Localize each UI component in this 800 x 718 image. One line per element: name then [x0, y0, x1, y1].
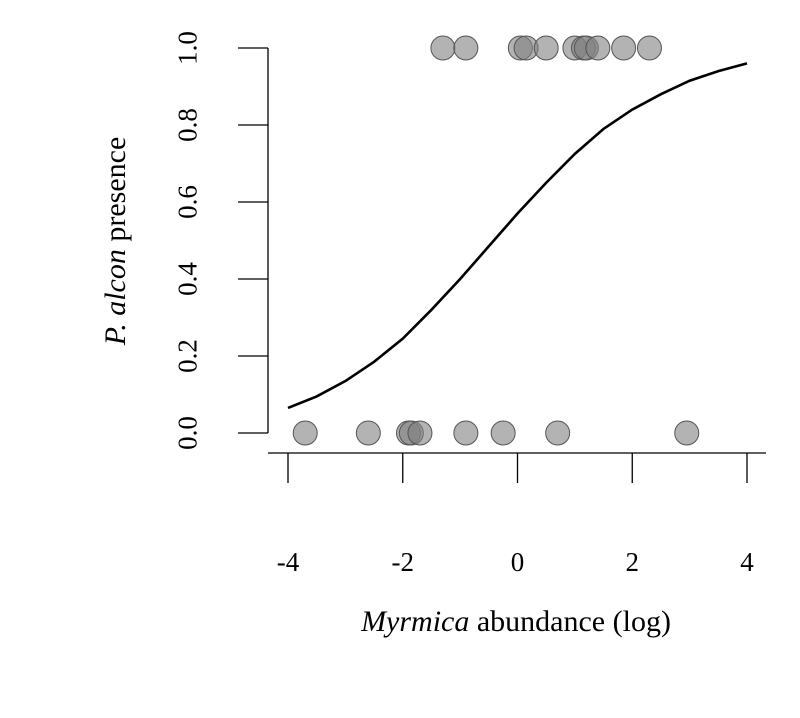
y-tick-label: 0.2	[172, 339, 202, 373]
fit-curve	[287, 62, 748, 410]
y-axis-title: P. alcon presence	[99, 137, 132, 347]
y-tick-label: 0.0	[172, 416, 202, 450]
data-point	[545, 420, 571, 446]
x-axis-title-italic: Myrmica	[360, 605, 469, 638]
y-tick-label: 1.0	[172, 31, 202, 65]
x-tick-label: 4	[740, 547, 754, 577]
fit-curve-layer	[287, 62, 748, 410]
data-point	[611, 35, 637, 61]
data-point	[355, 420, 381, 446]
x-axis-title: Myrmica abundance (log)	[360, 605, 671, 638]
data-point	[453, 35, 479, 61]
data-point	[585, 35, 611, 61]
data-point	[407, 420, 433, 446]
data-point	[292, 420, 318, 446]
y-tick-label: 0.8	[172, 108, 202, 142]
data-point	[533, 35, 559, 61]
x-axis-title-rest: abundance (log)	[469, 605, 671, 638]
y-tick-label: 0.4	[172, 262, 202, 296]
y-axis-title-italic: P. alcon	[99, 249, 132, 346]
x-tick-label: 2	[626, 547, 640, 577]
y-tick-label: 0.6	[172, 185, 202, 219]
data-point	[430, 35, 456, 61]
data-point	[490, 420, 516, 446]
y-axis-title-rest: presence	[99, 137, 132, 249]
data-point	[674, 420, 700, 446]
x-tick-label: 0	[511, 547, 525, 577]
points-layer	[292, 35, 700, 446]
x-tick-label: -2	[392, 547, 415, 577]
data-point	[453, 420, 479, 446]
x-tick-label: -4	[277, 547, 300, 577]
data-point	[636, 35, 662, 61]
axes: 0.0 0.2 0.4 0.6 0.8 1.0 -4 -2 0 2 4	[172, 31, 766, 577]
